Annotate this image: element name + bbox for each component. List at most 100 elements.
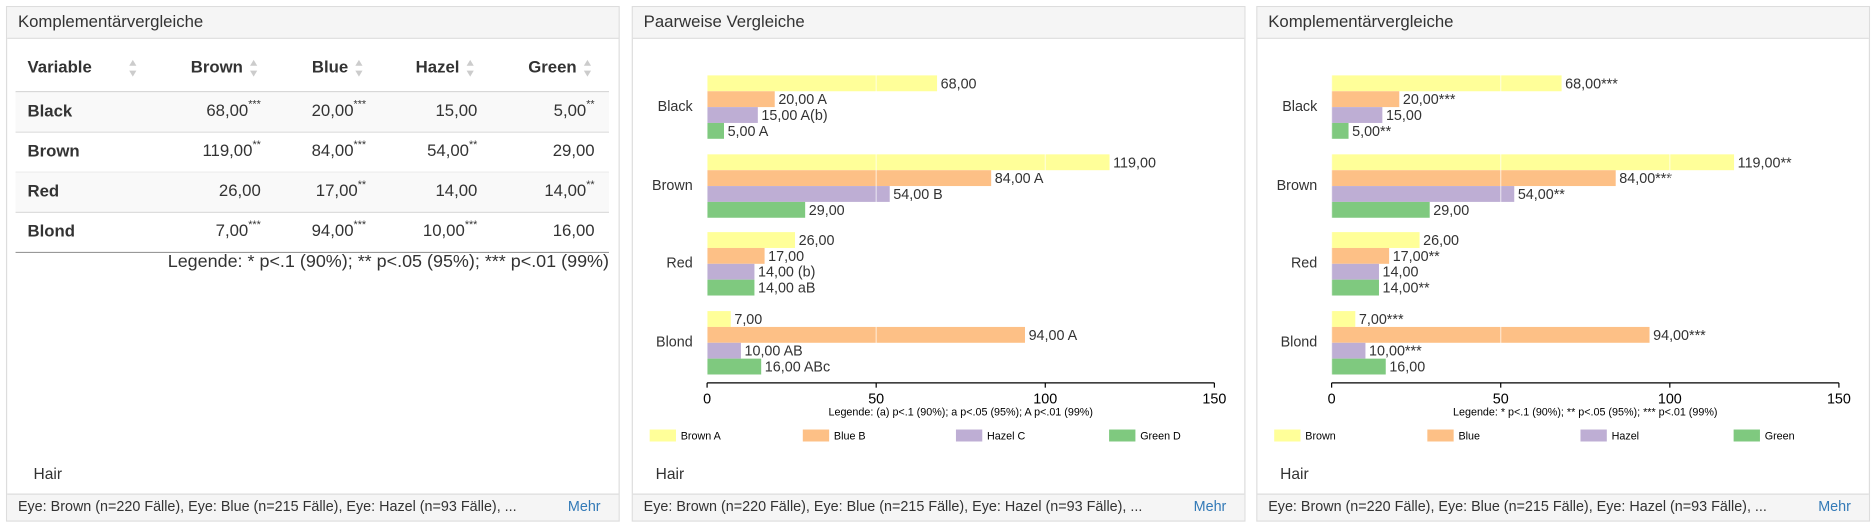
variable-label: Hair (1280, 466, 1309, 483)
column-header: Green (528, 58, 576, 77)
significance: *** (354, 139, 367, 151)
bar-value-label: 7,00*** (1359, 312, 1404, 328)
x-tick-label: 0 (703, 391, 711, 407)
legend-label: Hazel (1612, 431, 1639, 443)
bar-value-label: 20,00 A (778, 92, 827, 108)
bar-value-label: 14,00 (b) (758, 265, 815, 281)
cell-value: 15,00 (435, 101, 477, 120)
category-label: Brown (652, 178, 693, 194)
cell-value: 16,00 (553, 222, 595, 241)
bar (707, 342, 741, 359)
legend-label: Blue B (834, 431, 866, 443)
bar-value-label: 84,00 A (995, 171, 1044, 187)
bar (1331, 247, 1390, 264)
sort-icon[interactable] (583, 59, 592, 77)
bar-value-label: 20,00*** (1403, 92, 1456, 108)
legend-swatch (802, 429, 830, 442)
panel-header (632, 7, 1245, 39)
legend-swatch (1427, 429, 1454, 442)
panel-header (7, 7, 619, 39)
legend-swatch (1733, 429, 1760, 442)
cell-value: 26,00 (219, 181, 261, 200)
cell: 5,00** (554, 99, 596, 121)
legend-swatch (955, 429, 983, 442)
sort-icon[interactable] (466, 59, 474, 77)
more-link[interactable]: Mehr (1818, 499, 1851, 515)
more-link[interactable]: Mehr (568, 499, 601, 515)
bar (1331, 75, 1562, 92)
cell-value: 20,00 (312, 101, 354, 120)
cell-value: 5,00 (554, 101, 587, 120)
column-header: Hazel (416, 58, 460, 77)
panel-footer (632, 494, 1245, 521)
cell: 26,00 (219, 181, 261, 200)
panel-title: Komplementärvergleiche (1268, 12, 1453, 31)
chart-note: Legende: (a) p<.1 (90%); a p<.05 (95%); … (829, 407, 1093, 419)
row-label: Blond (28, 222, 75, 241)
cell-value: 17,00 (316, 181, 358, 200)
bar-value-label: 15,00 A(b) (761, 108, 827, 124)
bar (707, 122, 724, 139)
cell-value: 29,00 (553, 141, 595, 160)
row-label: Black (28, 101, 73, 120)
cell-value: 54,00 (427, 141, 469, 160)
footer-text: Eye: Brown (n=220 Fälle), Eye: Blue (n=2… (1268, 499, 1767, 515)
sort-icon[interactable] (250, 59, 258, 77)
sort-icon[interactable] (129, 59, 137, 77)
cell: 17,00** (316, 179, 367, 201)
bar-value-label: 94,00*** (1653, 328, 1706, 344)
bar-value-label: 94,00 A (1029, 328, 1078, 344)
bar-value-label: 5,00** (1352, 124, 1391, 140)
bar (707, 326, 1025, 343)
more-link[interactable]: Mehr (1194, 499, 1227, 515)
variable-label: Hair (656, 466, 685, 483)
bar-value-label: 15,00 (1386, 108, 1422, 124)
cell: 10,00*** (423, 219, 478, 241)
legend-swatch (1109, 429, 1136, 442)
bar (1331, 263, 1379, 280)
bar (707, 186, 890, 202)
bar-value-label: 119,00 (1113, 155, 1156, 171)
bar-value-label: 14,00 aB (758, 281, 815, 297)
bar (1331, 154, 1735, 171)
bar-value-label: 29,00 (809, 203, 845, 219)
bar-value-label: 5,00 A (728, 124, 769, 140)
category-label: Blond (656, 335, 693, 351)
bar (707, 201, 806, 218)
cell: 7,00*** (216, 219, 262, 241)
bar-value-label: 54,00** (1518, 187, 1565, 203)
bar-value-label: 68,00*** (1565, 76, 1618, 92)
significance: *** (354, 99, 367, 111)
legend-swatch (649, 429, 676, 442)
bar-value-label: 26,00 (1423, 233, 1459, 249)
panel-footer (7, 494, 619, 521)
sort-icon[interactable] (355, 59, 363, 77)
bar (1331, 122, 1349, 139)
bar (1331, 91, 1400, 108)
legend-label: Green D (1140, 431, 1181, 443)
bar-value-label: 54,00 B (893, 187, 942, 203)
legend-swatch (1274, 429, 1301, 442)
category-label: Black (658, 99, 694, 115)
cell: 16,00 (553, 222, 595, 241)
bar (1331, 170, 1616, 187)
x-tick-label: 100 (1033, 391, 1057, 407)
significance: ** (358, 179, 367, 191)
bar-value-label: 14,00 (1383, 265, 1419, 281)
cell: 119,00** (202, 139, 261, 161)
panel-title: Paarweise Vergleiche (644, 12, 805, 31)
significance: *** (248, 219, 261, 231)
row-label: Red (28, 181, 60, 200)
bar (1331, 358, 1386, 375)
cell: 14,00 (435, 181, 477, 200)
category-label: Black (1282, 99, 1318, 115)
x-tick-label: 50 (868, 391, 884, 407)
bar (707, 311, 731, 327)
bar (707, 358, 762, 375)
bar (707, 247, 765, 264)
significance: *** (248, 99, 261, 111)
table-legend: Legende: * p<.1 (90%); ** p<.05 (95%); *… (168, 251, 609, 271)
bar-value-label: 119,00** (1738, 155, 1792, 171)
